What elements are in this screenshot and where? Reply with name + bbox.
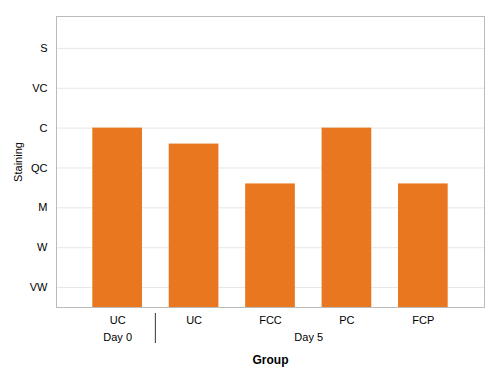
svg-text:Staining: Staining: [12, 142, 24, 182]
svg-text:VC: VC: [32, 82, 47, 94]
svg-text:FCP: FCP: [412, 314, 434, 326]
svg-text:Day 0: Day 0: [103, 331, 132, 343]
svg-text:VW: VW: [30, 281, 48, 293]
svg-text:UC: UC: [186, 314, 202, 326]
svg-text:C: C: [40, 122, 48, 134]
svg-text:Group: Group: [253, 353, 289, 367]
svg-text:QC: QC: [31, 161, 48, 173]
svg-text:FCC: FCC: [259, 314, 282, 326]
svg-text:PC: PC: [339, 314, 354, 326]
svg-text:M: M: [38, 201, 47, 213]
svg-text:Day 5: Day 5: [294, 331, 323, 343]
svg-text:S: S: [40, 42, 47, 54]
svg-text:W: W: [37, 241, 48, 253]
svg-text:UC: UC: [110, 314, 126, 326]
